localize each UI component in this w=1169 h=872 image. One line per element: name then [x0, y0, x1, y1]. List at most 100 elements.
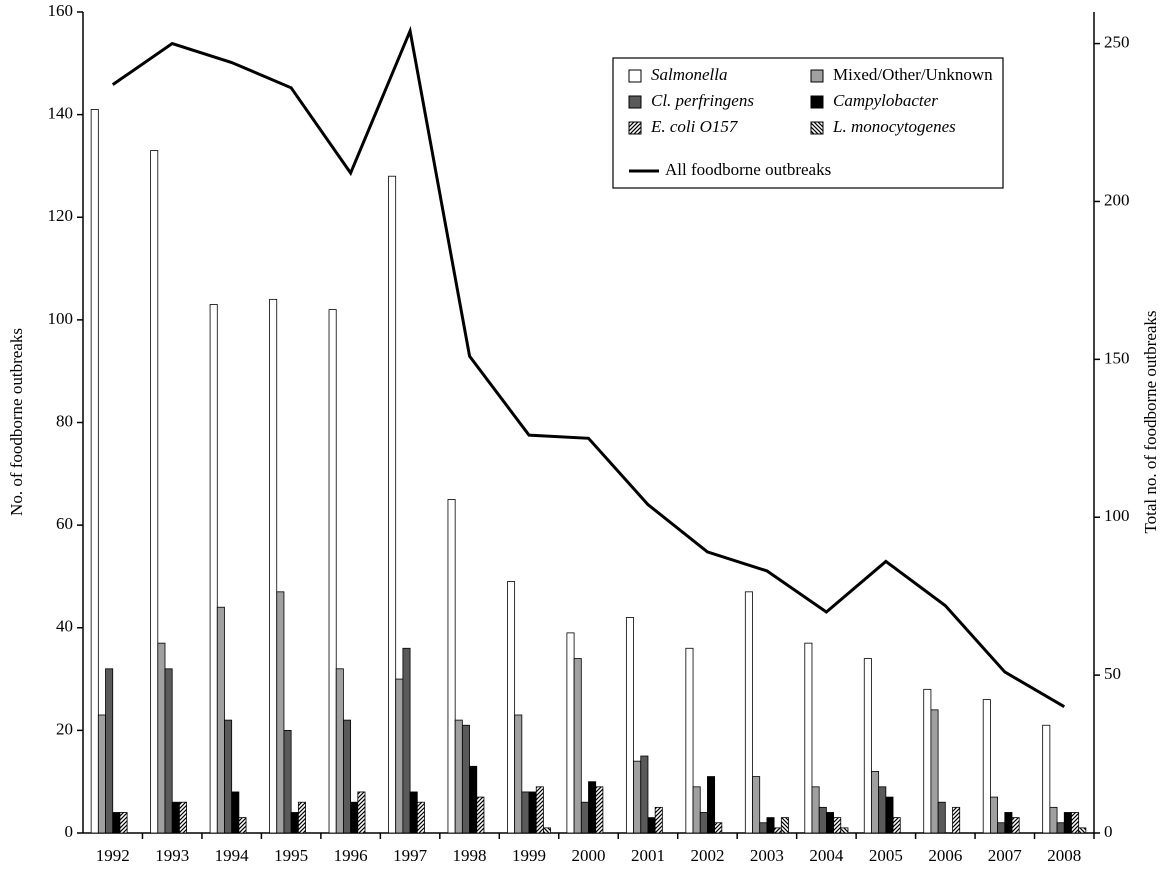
- bar: [395, 678, 404, 834]
- bar: [937, 801, 946, 834]
- bar: [90, 109, 99, 834]
- x-tick-label: 2002: [690, 846, 724, 865]
- bar: [157, 642, 166, 834]
- bar: [923, 688, 932, 834]
- bar: [930, 709, 939, 834]
- bar: [343, 719, 352, 834]
- bar: [566, 632, 575, 834]
- y-tick-label: 20: [56, 719, 73, 738]
- y-tick-label: 60: [56, 514, 73, 533]
- bar: [1011, 817, 1020, 834]
- bar: [469, 765, 478, 834]
- bar: [818, 806, 827, 834]
- x-tick-label: 1998: [453, 846, 487, 865]
- legend-swatch: [628, 121, 642, 135]
- x-tick-label: 1992: [96, 846, 130, 865]
- bar: [588, 781, 597, 834]
- bar: [290, 812, 299, 834]
- bar: [811, 786, 820, 834]
- bar: [238, 817, 247, 834]
- bar: [625, 617, 634, 834]
- bar: [171, 801, 180, 834]
- bar: [871, 771, 880, 834]
- bar: [409, 791, 418, 834]
- bar: [269, 298, 278, 834]
- bar: [997, 822, 1006, 834]
- bar: [633, 760, 642, 834]
- bar: [766, 817, 775, 834]
- bar: [521, 791, 530, 834]
- x-tick-label: 2007: [988, 846, 1023, 865]
- bar: [209, 304, 218, 834]
- y2-tick-label: 250: [1104, 32, 1130, 51]
- bar: [804, 642, 813, 834]
- bar: [892, 817, 901, 834]
- bar: [97, 714, 106, 834]
- bar: [543, 827, 552, 834]
- bar: [1049, 806, 1058, 834]
- bar: [692, 786, 701, 834]
- x-tick-label: 1995: [274, 846, 308, 865]
- y2-axis-label: Total no. of foodborne outbreaks: [1141, 310, 1160, 533]
- bar: [528, 791, 537, 834]
- bar: [119, 812, 128, 834]
- bar: [580, 801, 589, 834]
- y-tick-label: 0: [65, 822, 74, 841]
- legend-label: Cl. perfringens: [651, 91, 754, 110]
- bar: [507, 581, 516, 834]
- bar: [952, 806, 961, 834]
- bar: [216, 606, 225, 834]
- legend-label: All foodborne outbreaks: [665, 160, 831, 179]
- bar: [535, 786, 544, 834]
- y-axis-label: No. of foodborne outbreaks: [7, 328, 26, 516]
- bar: [654, 806, 663, 834]
- bar: [744, 591, 753, 834]
- bar: [647, 817, 656, 834]
- bar: [514, 714, 523, 834]
- bar: [328, 309, 337, 834]
- bar: [350, 801, 359, 834]
- y2-tick-label: 50: [1104, 664, 1121, 683]
- x-tick-label: 1996: [334, 846, 368, 865]
- x-tick-label: 2000: [572, 846, 606, 865]
- bar: [773, 827, 782, 834]
- bar: [595, 786, 604, 834]
- legend-label: Salmonella: [651, 65, 728, 84]
- x-tick-label: 2003: [750, 846, 784, 865]
- bar: [1042, 724, 1051, 834]
- legend-swatch: [810, 69, 824, 83]
- legend-label: E. coli O157: [650, 117, 739, 136]
- bar: [335, 668, 344, 834]
- y-tick-label: 160: [48, 1, 74, 20]
- bar: [699, 812, 708, 834]
- x-tick-label: 2005: [869, 846, 903, 865]
- bar: [179, 801, 188, 834]
- x-tick-label: 2004: [809, 846, 844, 865]
- bar: [1078, 827, 1087, 834]
- x-tick-label: 1993: [155, 846, 189, 865]
- legend-label: L. monocytogenes: [832, 117, 956, 136]
- x-tick-label: 1999: [512, 846, 546, 865]
- bar: [640, 755, 649, 834]
- bar: [863, 658, 872, 834]
- bar: [840, 827, 849, 834]
- bar: [780, 817, 789, 834]
- bar: [283, 729, 292, 834]
- bar: [447, 499, 456, 834]
- y2-tick-label: 200: [1104, 190, 1130, 209]
- bar: [833, 817, 842, 834]
- bar: [461, 724, 470, 834]
- legend-label: Mixed/Other/Unknown: [833, 65, 993, 84]
- legend-swatch: [628, 69, 642, 83]
- bar: [1056, 822, 1065, 834]
- bar: [297, 801, 306, 834]
- bar: [150, 150, 159, 834]
- x-tick-label: 2001: [631, 846, 665, 865]
- legend-swatch: [810, 121, 824, 135]
- y2-tick-label: 150: [1104, 348, 1130, 367]
- bar: [752, 776, 761, 834]
- bar: [276, 591, 285, 834]
- legend-label: Campylobacter: [833, 91, 938, 110]
- bar: [231, 791, 240, 834]
